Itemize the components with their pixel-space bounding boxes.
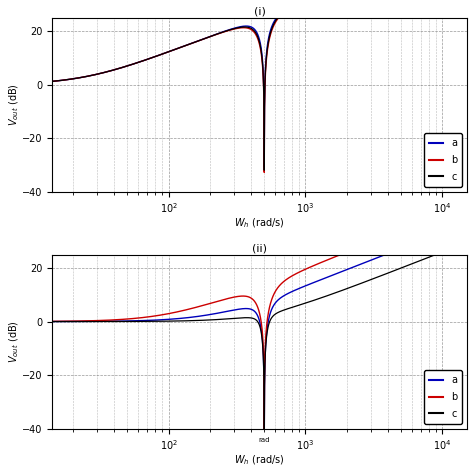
b	[209, 33, 214, 39]
b	[261, 438, 267, 444]
c	[209, 33, 214, 39]
c	[227, 27, 232, 33]
c	[261, 167, 267, 173]
Y-axis label: $V_{out}$ (dB): $V_{out}$ (dB)	[7, 320, 20, 363]
b	[97, 318, 102, 323]
c	[456, 243, 462, 248]
c	[97, 71, 102, 76]
X-axis label: $W_h$ (rad/s): $W_h$ (rad/s)	[234, 217, 285, 230]
a	[209, 33, 214, 39]
c	[209, 317, 214, 323]
a	[227, 308, 232, 314]
b	[49, 79, 55, 84]
a	[209, 311, 214, 317]
c	[121, 64, 127, 70]
a	[121, 318, 127, 324]
Line: b: b	[52, 0, 467, 173]
a	[464, 220, 470, 226]
Legend: a, b, c: a, b, c	[424, 133, 462, 187]
Line: b: b	[52, 205, 467, 441]
Line: c: c	[52, 0, 467, 170]
b	[121, 64, 127, 70]
Legend: a, b, c: a, b, c	[424, 370, 462, 424]
a	[97, 71, 102, 76]
b	[97, 71, 102, 76]
b	[261, 170, 267, 175]
b	[49, 319, 55, 324]
Title: (i): (i)	[254, 7, 265, 17]
a	[411, 240, 417, 246]
c	[227, 316, 232, 321]
a	[121, 64, 127, 70]
b	[227, 27, 232, 33]
a	[227, 27, 232, 33]
a	[49, 319, 55, 324]
b	[121, 317, 127, 322]
c	[49, 319, 55, 324]
Title: (ii): (ii)	[252, 244, 267, 254]
b	[227, 295, 232, 301]
Line: c: c	[52, 242, 467, 450]
a	[261, 164, 267, 170]
a	[97, 319, 102, 324]
b	[411, 223, 417, 228]
c	[261, 447, 267, 453]
c	[464, 239, 470, 245]
b	[456, 205, 462, 211]
a	[456, 223, 462, 228]
X-axis label: $W_h$ (rad/s): $W_h$ (rad/s)	[234, 454, 285, 467]
a	[261, 445, 267, 451]
a	[49, 79, 55, 84]
Line: a: a	[52, 223, 467, 448]
Text: rad: rad	[258, 437, 270, 443]
c	[121, 319, 127, 324]
Y-axis label: $V_{out}$ (dB): $V_{out}$ (dB)	[7, 83, 20, 126]
b	[209, 300, 214, 306]
c	[49, 79, 55, 84]
c	[411, 260, 417, 266]
c	[97, 319, 102, 324]
b	[464, 202, 470, 208]
Line: a: a	[52, 0, 467, 167]
